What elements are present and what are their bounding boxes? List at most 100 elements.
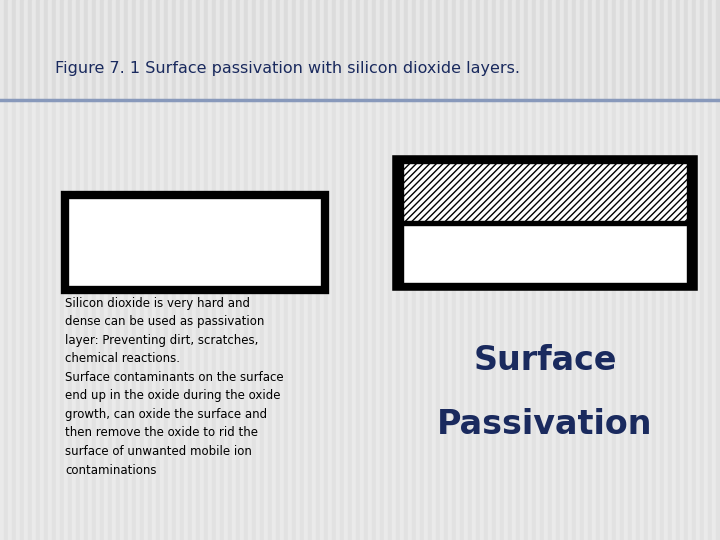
Bar xyxy=(108,0,112,540)
Bar xyxy=(352,0,356,540)
Bar xyxy=(704,0,708,540)
Bar xyxy=(48,0,52,540)
Bar xyxy=(64,0,68,540)
Bar xyxy=(324,0,328,540)
Bar xyxy=(368,0,372,540)
Bar xyxy=(156,0,160,540)
Bar xyxy=(228,0,232,540)
Bar xyxy=(436,0,440,540)
Bar xyxy=(468,0,472,540)
Bar xyxy=(400,0,404,540)
Bar xyxy=(532,0,536,540)
Bar xyxy=(128,0,132,540)
Bar xyxy=(100,0,104,540)
Bar xyxy=(192,0,196,540)
Bar xyxy=(136,0,140,540)
Bar xyxy=(236,0,240,540)
Bar xyxy=(488,0,492,540)
Bar xyxy=(240,0,244,540)
Bar xyxy=(116,0,120,540)
Bar xyxy=(652,0,656,540)
Bar xyxy=(336,0,340,540)
Bar xyxy=(308,0,312,540)
Bar xyxy=(52,0,56,540)
Bar xyxy=(388,0,392,540)
Bar xyxy=(68,0,72,540)
Bar xyxy=(592,0,596,540)
Bar xyxy=(688,0,692,540)
Bar xyxy=(252,0,256,540)
Bar xyxy=(32,0,36,540)
Text: Surface: Surface xyxy=(473,343,617,376)
Bar xyxy=(512,0,516,540)
Bar xyxy=(88,0,92,540)
Bar xyxy=(504,0,508,540)
Bar xyxy=(544,0,548,540)
Bar xyxy=(496,0,500,540)
Bar xyxy=(700,0,704,540)
Bar xyxy=(708,0,712,540)
Bar xyxy=(160,0,164,540)
Bar xyxy=(676,0,680,540)
Bar xyxy=(520,0,524,540)
Bar xyxy=(416,0,420,540)
Bar xyxy=(304,0,308,540)
Bar xyxy=(660,0,664,540)
Bar xyxy=(256,0,260,540)
Bar xyxy=(540,0,544,540)
Bar xyxy=(216,0,220,540)
Bar xyxy=(380,0,384,540)
Bar xyxy=(140,0,144,540)
Bar xyxy=(516,0,520,540)
Bar xyxy=(176,0,180,540)
Bar xyxy=(484,0,488,540)
Bar xyxy=(296,0,300,540)
Bar xyxy=(464,0,468,540)
Bar xyxy=(564,0,568,540)
Bar xyxy=(80,0,84,540)
Bar xyxy=(476,0,480,540)
Bar xyxy=(56,0,60,540)
Bar xyxy=(264,0,268,540)
Bar xyxy=(260,0,264,540)
Bar xyxy=(24,0,28,540)
Bar xyxy=(152,0,156,540)
Bar xyxy=(188,0,192,540)
Bar xyxy=(528,0,532,540)
Bar xyxy=(396,0,400,540)
Bar xyxy=(440,0,444,540)
Bar xyxy=(612,0,616,540)
Bar xyxy=(65,195,325,290)
Bar xyxy=(16,0,20,540)
Bar xyxy=(360,0,364,540)
Bar xyxy=(408,0,412,540)
Bar xyxy=(712,0,716,540)
Bar xyxy=(648,0,652,540)
Bar xyxy=(180,0,184,540)
Bar xyxy=(272,0,276,540)
Bar xyxy=(92,0,96,540)
Bar xyxy=(696,0,700,540)
Bar xyxy=(600,0,604,540)
Bar xyxy=(184,0,188,540)
Bar xyxy=(548,0,552,540)
Bar xyxy=(636,0,640,540)
Bar xyxy=(132,0,136,540)
Bar xyxy=(644,0,648,540)
Bar xyxy=(404,0,408,540)
Bar xyxy=(112,0,116,540)
Bar xyxy=(632,0,636,540)
Bar xyxy=(572,0,576,540)
Bar xyxy=(668,0,672,540)
Bar xyxy=(300,0,304,540)
Bar xyxy=(0,0,4,540)
Bar xyxy=(356,0,360,540)
Bar xyxy=(568,0,572,540)
Bar xyxy=(144,0,148,540)
Bar xyxy=(124,0,128,540)
Bar xyxy=(588,0,592,540)
Bar xyxy=(628,0,632,540)
Bar xyxy=(420,0,424,540)
Bar xyxy=(580,0,584,540)
Bar xyxy=(224,0,228,540)
